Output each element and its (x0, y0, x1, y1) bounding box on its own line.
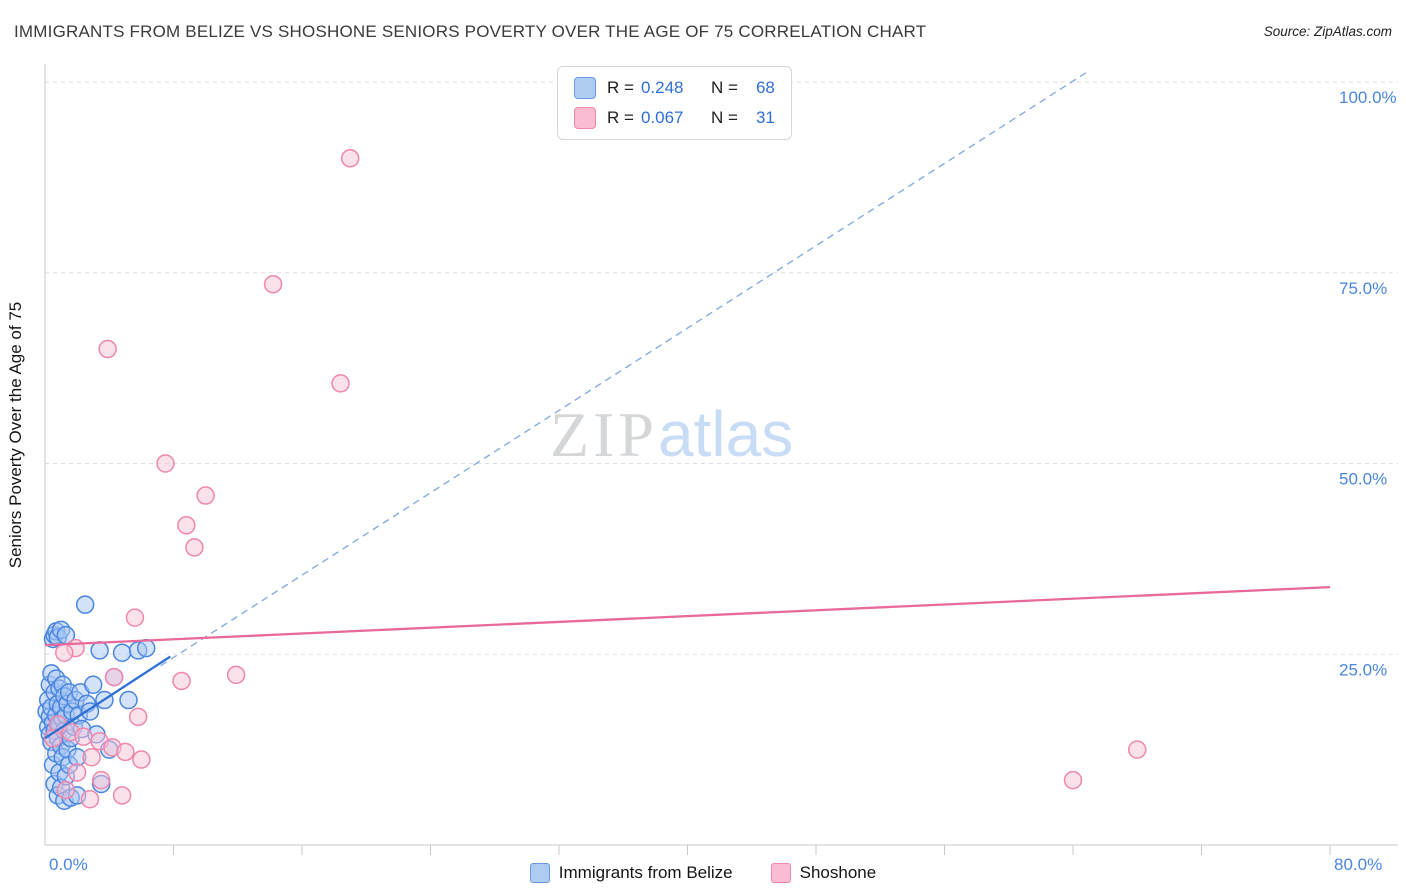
belize-trend-line (44, 655, 171, 740)
belize-point[interactable] (136, 638, 156, 658)
legend-item-belize-label: Immigrants from Belize (558, 863, 733, 882)
shoshone-point[interactable] (128, 707, 148, 727)
watermark: ZIPatlas (550, 402, 793, 467)
shoshone-point[interactable] (74, 727, 93, 746)
shoshone-point[interactable] (132, 750, 151, 769)
shoshone-point[interactable] (185, 538, 204, 557)
legend-item-shoshone-label: Shoshone (799, 863, 877, 882)
watermark-zip: ZIP (550, 399, 658, 470)
shoshone-point[interactable] (82, 748, 101, 767)
belize-swatch-icon (529, 863, 550, 883)
shoshone-point[interactable] (55, 643, 74, 662)
belize-point[interactable] (75, 595, 95, 614)
shoshone-point[interactable] (263, 274, 283, 294)
legend-item-shoshone[interactable]: Shoshone (770, 863, 877, 883)
shoshone-point[interactable] (196, 486, 215, 505)
shoshone-point[interactable] (1128, 740, 1147, 759)
r-value-shoshone: 0.067 (640, 108, 684, 127)
legend-row-shoshone: R = 0.067 N = 31 (574, 107, 775, 129)
shoshone-point[interactable] (172, 671, 191, 691)
shoshone-point[interactable] (125, 608, 145, 627)
shoshone-point[interactable] (98, 339, 117, 359)
y-tick-label: 75.0% (1339, 279, 1387, 298)
shoshone-point[interactable] (112, 786, 132, 805)
shoshone-point[interactable] (80, 789, 100, 809)
shoshone-point[interactable] (104, 667, 124, 687)
shoshone-point[interactable] (43, 728, 63, 748)
legend-box: R = 0.248 N = 68 R = 0.067 N = 31 (557, 66, 792, 140)
shoshone-point[interactable] (340, 149, 360, 168)
r-label: R = (607, 108, 634, 127)
x-tick-label: 0.0% (49, 855, 88, 874)
legend-swatch-shoshone-icon (574, 107, 596, 129)
shoshone-point[interactable] (331, 374, 350, 393)
y-tick-label: 100.0% (1339, 88, 1397, 107)
belize-point[interactable] (112, 643, 132, 662)
diagonal-reference-line (160, 72, 1087, 667)
belize-point[interactable] (119, 690, 138, 710)
legend-row-belize: R = 0.248 N = 68 (574, 77, 775, 99)
belize-point[interactable] (90, 641, 109, 660)
y-tick-label: 50.0% (1339, 470, 1387, 489)
y-tick-label: 25.0% (1339, 660, 1387, 679)
footer-legend: Immigrants from Belize Shoshone (0, 863, 1406, 883)
shoshone-point[interactable] (91, 770, 111, 790)
n-label: N = (710, 108, 738, 127)
n-value-shoshone: 31 (755, 108, 775, 127)
n-label: N = (710, 78, 738, 97)
shoshone-point[interactable] (177, 516, 196, 535)
shoshone-point[interactable] (56, 780, 76, 800)
shoshone-point[interactable] (116, 742, 135, 762)
legend-swatch-belize-icon (574, 77, 596, 99)
x-tick-label: 80.0% (1334, 855, 1382, 874)
r-value-belize: 0.248 (640, 78, 684, 97)
shoshone-swatch-icon (770, 863, 791, 883)
r-label: R = (607, 78, 634, 97)
page-title: IMMIGRANTS FROM BELIZE VS SHOSHONE SENIO… (14, 22, 927, 41)
n-value-belize: 68 (755, 78, 775, 97)
shoshone-point[interactable] (1063, 770, 1083, 790)
shoshone-point[interactable] (67, 763, 87, 782)
source-label: Source: ZipAtlas.com (1263, 24, 1392, 39)
watermark-atlas: atlas (658, 398, 794, 470)
belize-point[interactable] (83, 675, 103, 695)
legend-item-belize[interactable]: Immigrants from Belize (529, 863, 733, 883)
shoshone-point[interactable] (156, 454, 175, 473)
shoshone-point[interactable] (226, 665, 246, 685)
shoshone-trend-line (44, 585, 1331, 647)
